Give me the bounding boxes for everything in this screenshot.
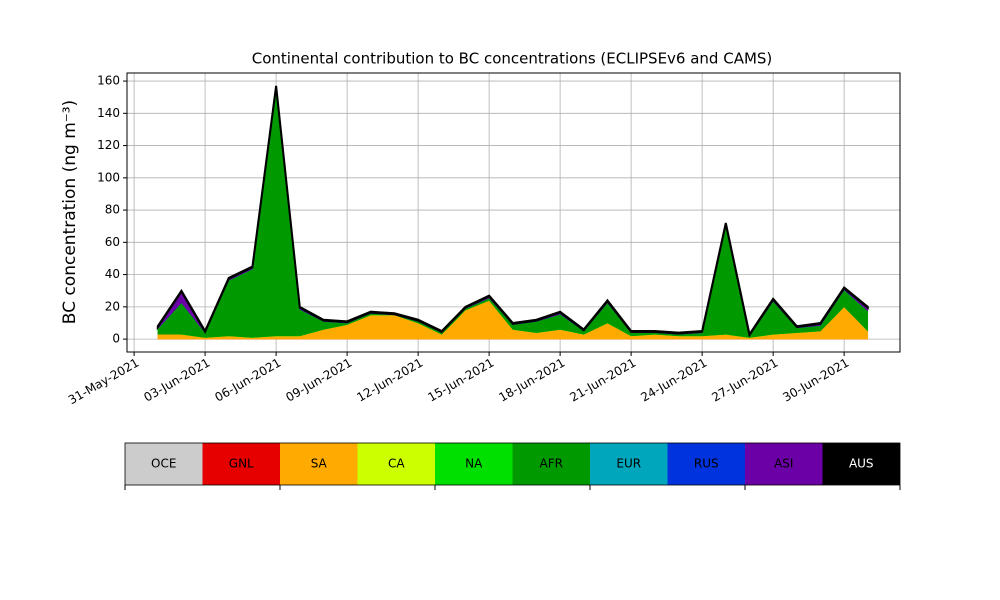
legend-swatch [357,443,435,485]
legend-label: GNL [229,457,254,471]
y-tick-label: 80 [105,203,120,217]
legend-frame [124,442,901,486]
y-tick-label: 20 [105,299,120,313]
x-tick-label: 24-Jun-2021 [638,356,709,405]
legend-swatch [667,443,745,485]
x-tick-label: 27-Jun-2021 [709,356,780,405]
y-tick-label: 60 [105,235,120,249]
chart-title: Continental contribution to BC concentra… [252,50,773,68]
legend-label: EUR [616,457,641,471]
y-tick-label: 40 [105,267,120,281]
x-tick-label: 31-May-2021 [66,356,141,408]
x-tick-label: 03-Jun-2021 [141,356,212,405]
area [157,89,869,338]
legend-label: AUS [849,457,874,471]
legend-swatch [590,443,668,485]
legend-swatch [435,443,513,485]
legend-label: OCE [151,457,176,471]
x-tick-label: 18-Jun-2021 [496,356,567,405]
y-tick-label: 140 [97,106,120,120]
y-tick-label: 100 [97,170,120,184]
legend-label: ASI [774,457,793,471]
legend-label: NA [465,457,483,471]
plot-frame [126,72,901,353]
legend-swatch [202,443,280,485]
legend-label: RUS [694,457,719,471]
legend-swatch [822,443,900,485]
legend-swatch [280,443,358,485]
x-tick-label: 12-Jun-2021 [354,356,425,405]
x-tick-label: 15-Jun-2021 [425,356,496,405]
y-axis-label: BC concentration (ng m⁻³) [60,100,80,324]
legend-swatch [512,443,590,485]
area [156,85,869,338]
x-tick-label: 30-Jun-2021 [780,356,851,405]
x-tick-label: 06-Jun-2021 [212,356,283,405]
x-tick-label: 09-Jun-2021 [283,356,354,405]
y-tick-label: 160 [97,74,120,88]
legend-swatch [745,443,823,485]
x-tick-label: 21-Jun-2021 [567,356,638,405]
y-tick-label: 0 [112,332,120,346]
legend-label: AFR [540,457,563,471]
legend-swatch [125,443,203,485]
legend-label: SA [311,457,328,471]
y-tick-label: 120 [97,138,120,152]
legend-label: CA [388,457,405,471]
